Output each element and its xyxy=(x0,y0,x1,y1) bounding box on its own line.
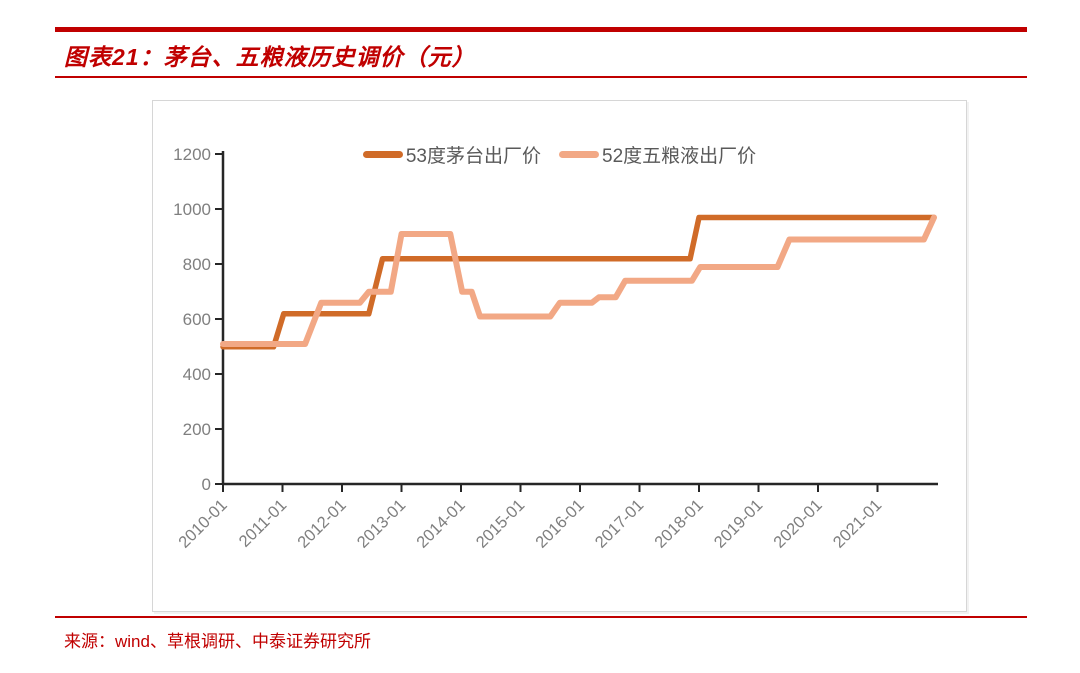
x-tick-label: 2014-01 xyxy=(413,496,469,552)
y-tick-label: 0 xyxy=(202,475,211,494)
y-tick-label: 800 xyxy=(183,255,211,274)
x-tick-label: 2020-01 xyxy=(770,496,826,552)
header-red-bar xyxy=(55,27,1027,32)
legend-item-maotai: 53度茅台出厂价 xyxy=(362,141,541,168)
y-tick-label: 200 xyxy=(183,420,211,439)
x-tick-label: 2013-01 xyxy=(354,496,410,552)
x-tick-label: 2021-01 xyxy=(830,496,886,552)
title-underline xyxy=(55,76,1027,78)
x-tick-label: 2010-01 xyxy=(175,496,231,552)
x-tick-label: 2012-01 xyxy=(294,496,350,552)
x-tick-label: 2019-01 xyxy=(711,496,767,552)
chart-legend: 53度茅台出厂价 52度五粮液出厂价 xyxy=(153,141,966,168)
x-tick-label: 2016-01 xyxy=(532,496,588,552)
x-tick-label: 2018-01 xyxy=(651,496,707,552)
legend-label-maotai: 53度茅台出厂价 xyxy=(405,146,541,167)
source-line: 来源：wind、草根调研、中泰证券研究所 xyxy=(64,627,371,652)
price-history-line-chart: 0 200 400 600 800 1000 1200 2010-01 2011-01 2012-… xyxy=(173,145,938,552)
footer-red-rule xyxy=(55,616,1027,618)
series-line xyxy=(220,214,937,347)
x-tick-label: 2017-01 xyxy=(592,496,648,552)
legend-item-wuliangye: 52度五粮液出厂价 xyxy=(559,141,756,168)
chart-container: 0 200 400 600 800 1000 1200 2010-01 2011-01 2012-… xyxy=(152,100,967,612)
y-tick-label: 600 xyxy=(183,310,211,329)
source-prefix: 来源： xyxy=(64,632,115,651)
source-text: wind、草根调研、中泰证券研究所 xyxy=(115,632,371,651)
y-tick-label: 1200 xyxy=(173,145,211,164)
x-tick-label: 2011-01 xyxy=(236,496,291,551)
wuliangye-line-swatch xyxy=(559,151,599,158)
x-tick-label: 2015-01 xyxy=(473,496,529,552)
y-tick-label: 400 xyxy=(183,365,211,384)
figure-title: 图表21：茅台、五粮液历史调价（元） xyxy=(64,44,476,70)
legend-label-wuliangye: 52度五粮液出厂价 xyxy=(602,146,757,167)
maotai-line-swatch xyxy=(362,151,403,158)
y-tick-label: 1000 xyxy=(173,200,211,219)
